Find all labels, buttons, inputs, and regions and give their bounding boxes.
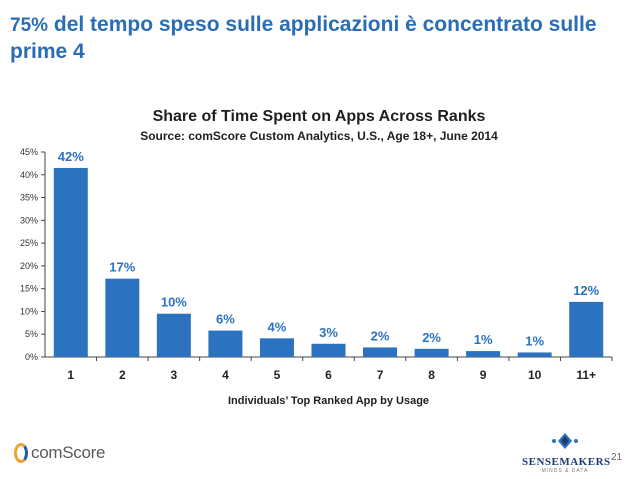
x-tick-label: 5 [274, 368, 281, 382]
sensemakers-logo: SENSEMAKERS MINDS & DATA [522, 432, 611, 474]
bar [311, 343, 346, 357]
bar [363, 347, 398, 357]
page-number: 21 [611, 452, 623, 463]
chart-title: Share of Time Spent on Apps Across Ranks [152, 108, 486, 125]
slide-title-percent: 75% [10, 15, 49, 36]
x-axis-title: Individuals’ Top Ranked App by Usage [228, 395, 429, 407]
bar [517, 352, 552, 357]
bar [156, 313, 191, 357]
bar-data-label: 3% [319, 325, 338, 340]
bar-data-label: 42% [58, 149, 84, 164]
y-tick-label: 25% [20, 238, 38, 248]
comscore-ring-icon [14, 443, 28, 463]
slide-title-text: del tempo speso sulle applicazioni è con… [10, 13, 597, 63]
y-tick-label: 15% [20, 284, 38, 294]
x-tick-label: 8 [428, 368, 435, 382]
y-tick-label: 40% [20, 170, 38, 180]
x-tick-label: 2 [119, 368, 126, 382]
y-tick-label: 0% [25, 352, 38, 362]
x-tick-label: 1 [67, 368, 74, 382]
bar [208, 330, 243, 357]
comscore-logo-text: comScore [31, 443, 106, 462]
x-tick-label: 11+ [576, 368, 596, 382]
bar [569, 301, 604, 357]
sensemakers-logo-text: SENSEMAKERS [522, 456, 611, 468]
x-tick-label: 10 [528, 368, 542, 382]
bar-data-label: 10% [161, 295, 187, 310]
bar-data-label: 6% [216, 312, 235, 327]
sensemakers-emblem-icon [552, 433, 578, 449]
y-tick-label: 35% [20, 193, 38, 203]
bar [414, 348, 449, 357]
bar-data-label: 1% [525, 333, 544, 348]
sensemakers-tagline: MINDS & DATA [541, 468, 589, 474]
x-tick-label: 3 [171, 368, 178, 382]
bar-data-label: 4% [268, 319, 287, 334]
bar-data-label: 2% [371, 328, 390, 343]
chart-subtitle: Source: comScore Custom Analytics, U.S.,… [140, 129, 498, 143]
bar [259, 338, 294, 357]
bar [105, 278, 140, 357]
bar-data-label: 17% [109, 260, 135, 275]
x-tick-label: 9 [480, 368, 487, 382]
x-tick-label: 6 [325, 368, 332, 382]
bar-data-label: 1% [474, 332, 493, 347]
bar-data-label: 2% [422, 330, 441, 345]
y-tick-label: 10% [20, 306, 38, 316]
bar [53, 167, 88, 357]
slide-title: 75% del tempo speso sulle applicazioni è… [10, 12, 610, 65]
y-tick-label: 20% [20, 261, 38, 271]
x-tick-label: 4 [222, 368, 229, 382]
bar-data-label: 12% [573, 283, 599, 298]
comscore-logo: comScore [14, 443, 105, 463]
y-tick-label: 45% [20, 147, 38, 157]
y-tick-label: 30% [20, 215, 38, 225]
bar [466, 351, 501, 357]
x-tick-label: 7 [377, 368, 384, 382]
y-tick-label: 5% [25, 329, 38, 339]
